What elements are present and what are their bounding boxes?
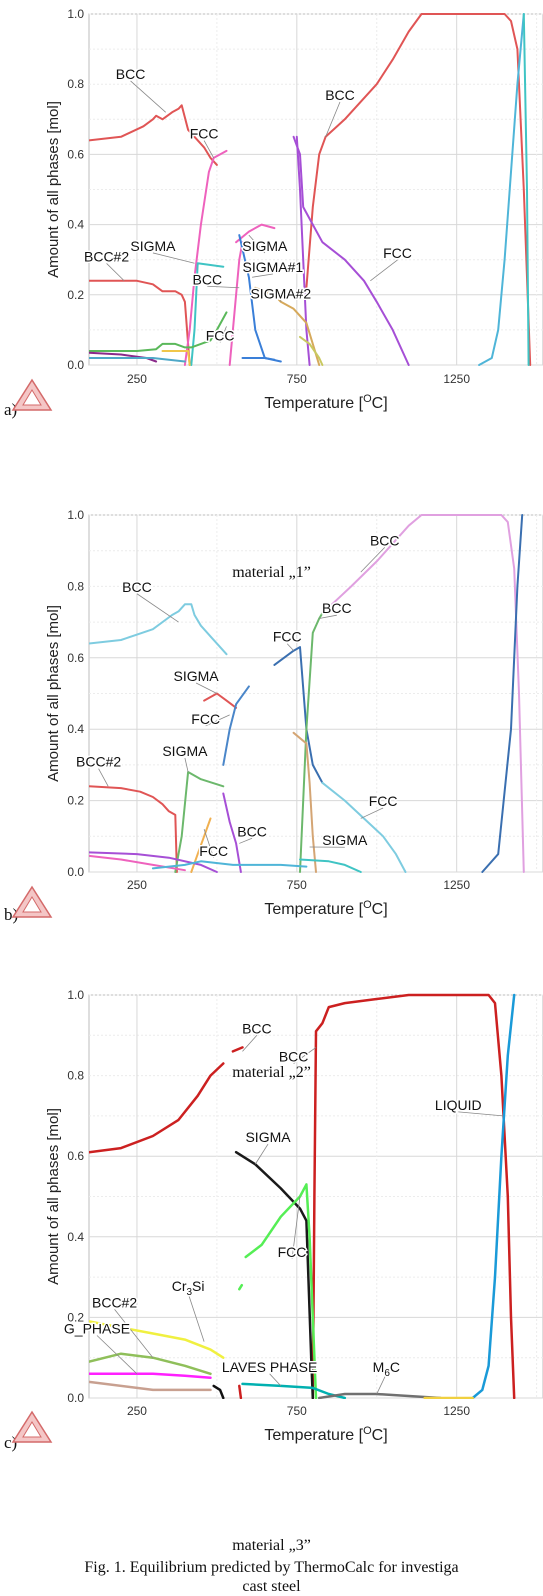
material-caption-2: material „2” <box>0 1064 543 1082</box>
annotation-label: BCC#2 <box>76 754 121 770</box>
annotation-label: FCC <box>199 843 228 859</box>
y-tick-label: 0.0 <box>67 1391 84 1405</box>
y-tick-label: 0.4 <box>67 218 84 232</box>
y-tick-label: 0.4 <box>67 722 84 736</box>
y-tick-label: 0.6 <box>67 651 84 665</box>
annotation-label: FCC <box>190 126 219 142</box>
x-axis-label: Temperature [OC] <box>264 393 387 412</box>
figure-caption-line1: Fig. 1. Equilibrium predicted by ThermoC… <box>0 1559 543 1577</box>
annotation-label: SIGMA <box>242 238 288 254</box>
annotation-label: BCC <box>242 1020 272 1036</box>
series-line-14 <box>239 1386 241 1398</box>
y-tick-label: 1.0 <box>67 508 84 522</box>
y-tick-label: 0.0 <box>67 358 84 372</box>
annotation-label: BCC <box>322 600 352 616</box>
x-tick-label: 1250 <box>443 878 470 892</box>
annotation-label: G_PHASE <box>64 1321 130 1337</box>
annotation-label: FCC <box>278 1244 307 1260</box>
x-tick-label: 250 <box>127 372 147 386</box>
annotation-label: LIQUID <box>435 1097 482 1113</box>
material-caption-3: material „3” <box>0 1537 543 1555</box>
y-axis-label: Amount of all phases [mol] <box>45 101 62 278</box>
annotation-label: BCC <box>325 87 355 103</box>
y-axis-label: Amount of all phases [mol] <box>45 605 62 782</box>
annotation-label: FCC <box>273 629 302 645</box>
annotation-label: FCC <box>369 793 398 809</box>
x-tick-label: 1250 <box>443 372 470 386</box>
y-tick-label: 1.0 <box>67 988 84 1002</box>
annotation-label: SIGMA <box>130 238 176 254</box>
annotation-label: BCC#2 <box>84 248 129 264</box>
annotation-label: SIGMA <box>174 668 220 684</box>
annotation-label: SIGMA <box>322 832 368 848</box>
chart-panel-1: 0.0 0.2 0.4 0.6 0.8 1.0 250 750 1250 Amount of al… <box>4 7 543 419</box>
y-tick-label: 0.2 <box>67 794 84 808</box>
annotation-label: FCC <box>206 327 235 343</box>
y-axis-label: Amount of all phases [mol] <box>45 1108 62 1285</box>
annotation-label: FCC <box>383 245 412 261</box>
annotation-label: SIGMA#2 <box>250 285 311 301</box>
annotation-label: SIGMA <box>162 743 208 759</box>
x-axis-label: Temperature [OC] <box>264 899 387 918</box>
x-tick-label: 250 <box>127 1404 147 1418</box>
y-tick-label: 0.6 <box>67 1149 84 1163</box>
y-tick-label: 0.8 <box>67 77 84 91</box>
x-tick-label: 1250 <box>443 1404 470 1418</box>
y-tick-label: 0.0 <box>67 865 84 879</box>
annotation-label: SIGMA <box>245 1129 291 1145</box>
annotation-label: BCC <box>279 1048 309 1064</box>
annotation-label: BCC <box>237 823 267 839</box>
annotation-label: BCC <box>193 271 223 287</box>
y-tick-label: 1.0 <box>67 7 84 21</box>
material-caption-1: material „1” <box>0 564 543 582</box>
annotation-label: BCC <box>116 66 146 82</box>
annotation-label: BCC#2 <box>92 1294 137 1310</box>
x-axis-label: Temperature [OC] <box>264 1425 387 1444</box>
x-tick-label: 750 <box>287 372 307 386</box>
annotation-label: LAVES PHASE <box>222 1359 317 1375</box>
x-tick-label: 750 <box>287 1404 307 1418</box>
annotation-label: SIGMA#1 <box>242 259 303 275</box>
y-tick-label: 0.2 <box>67 288 84 302</box>
y-tick-label: 0.6 <box>67 147 84 161</box>
annotation-label: FCC <box>191 711 220 727</box>
y-tick-label: 0.4 <box>67 1230 84 1244</box>
x-tick-label: 250 <box>127 878 147 892</box>
x-tick-label: 750 <box>287 878 307 892</box>
annotation-label: BCC <box>370 532 400 548</box>
